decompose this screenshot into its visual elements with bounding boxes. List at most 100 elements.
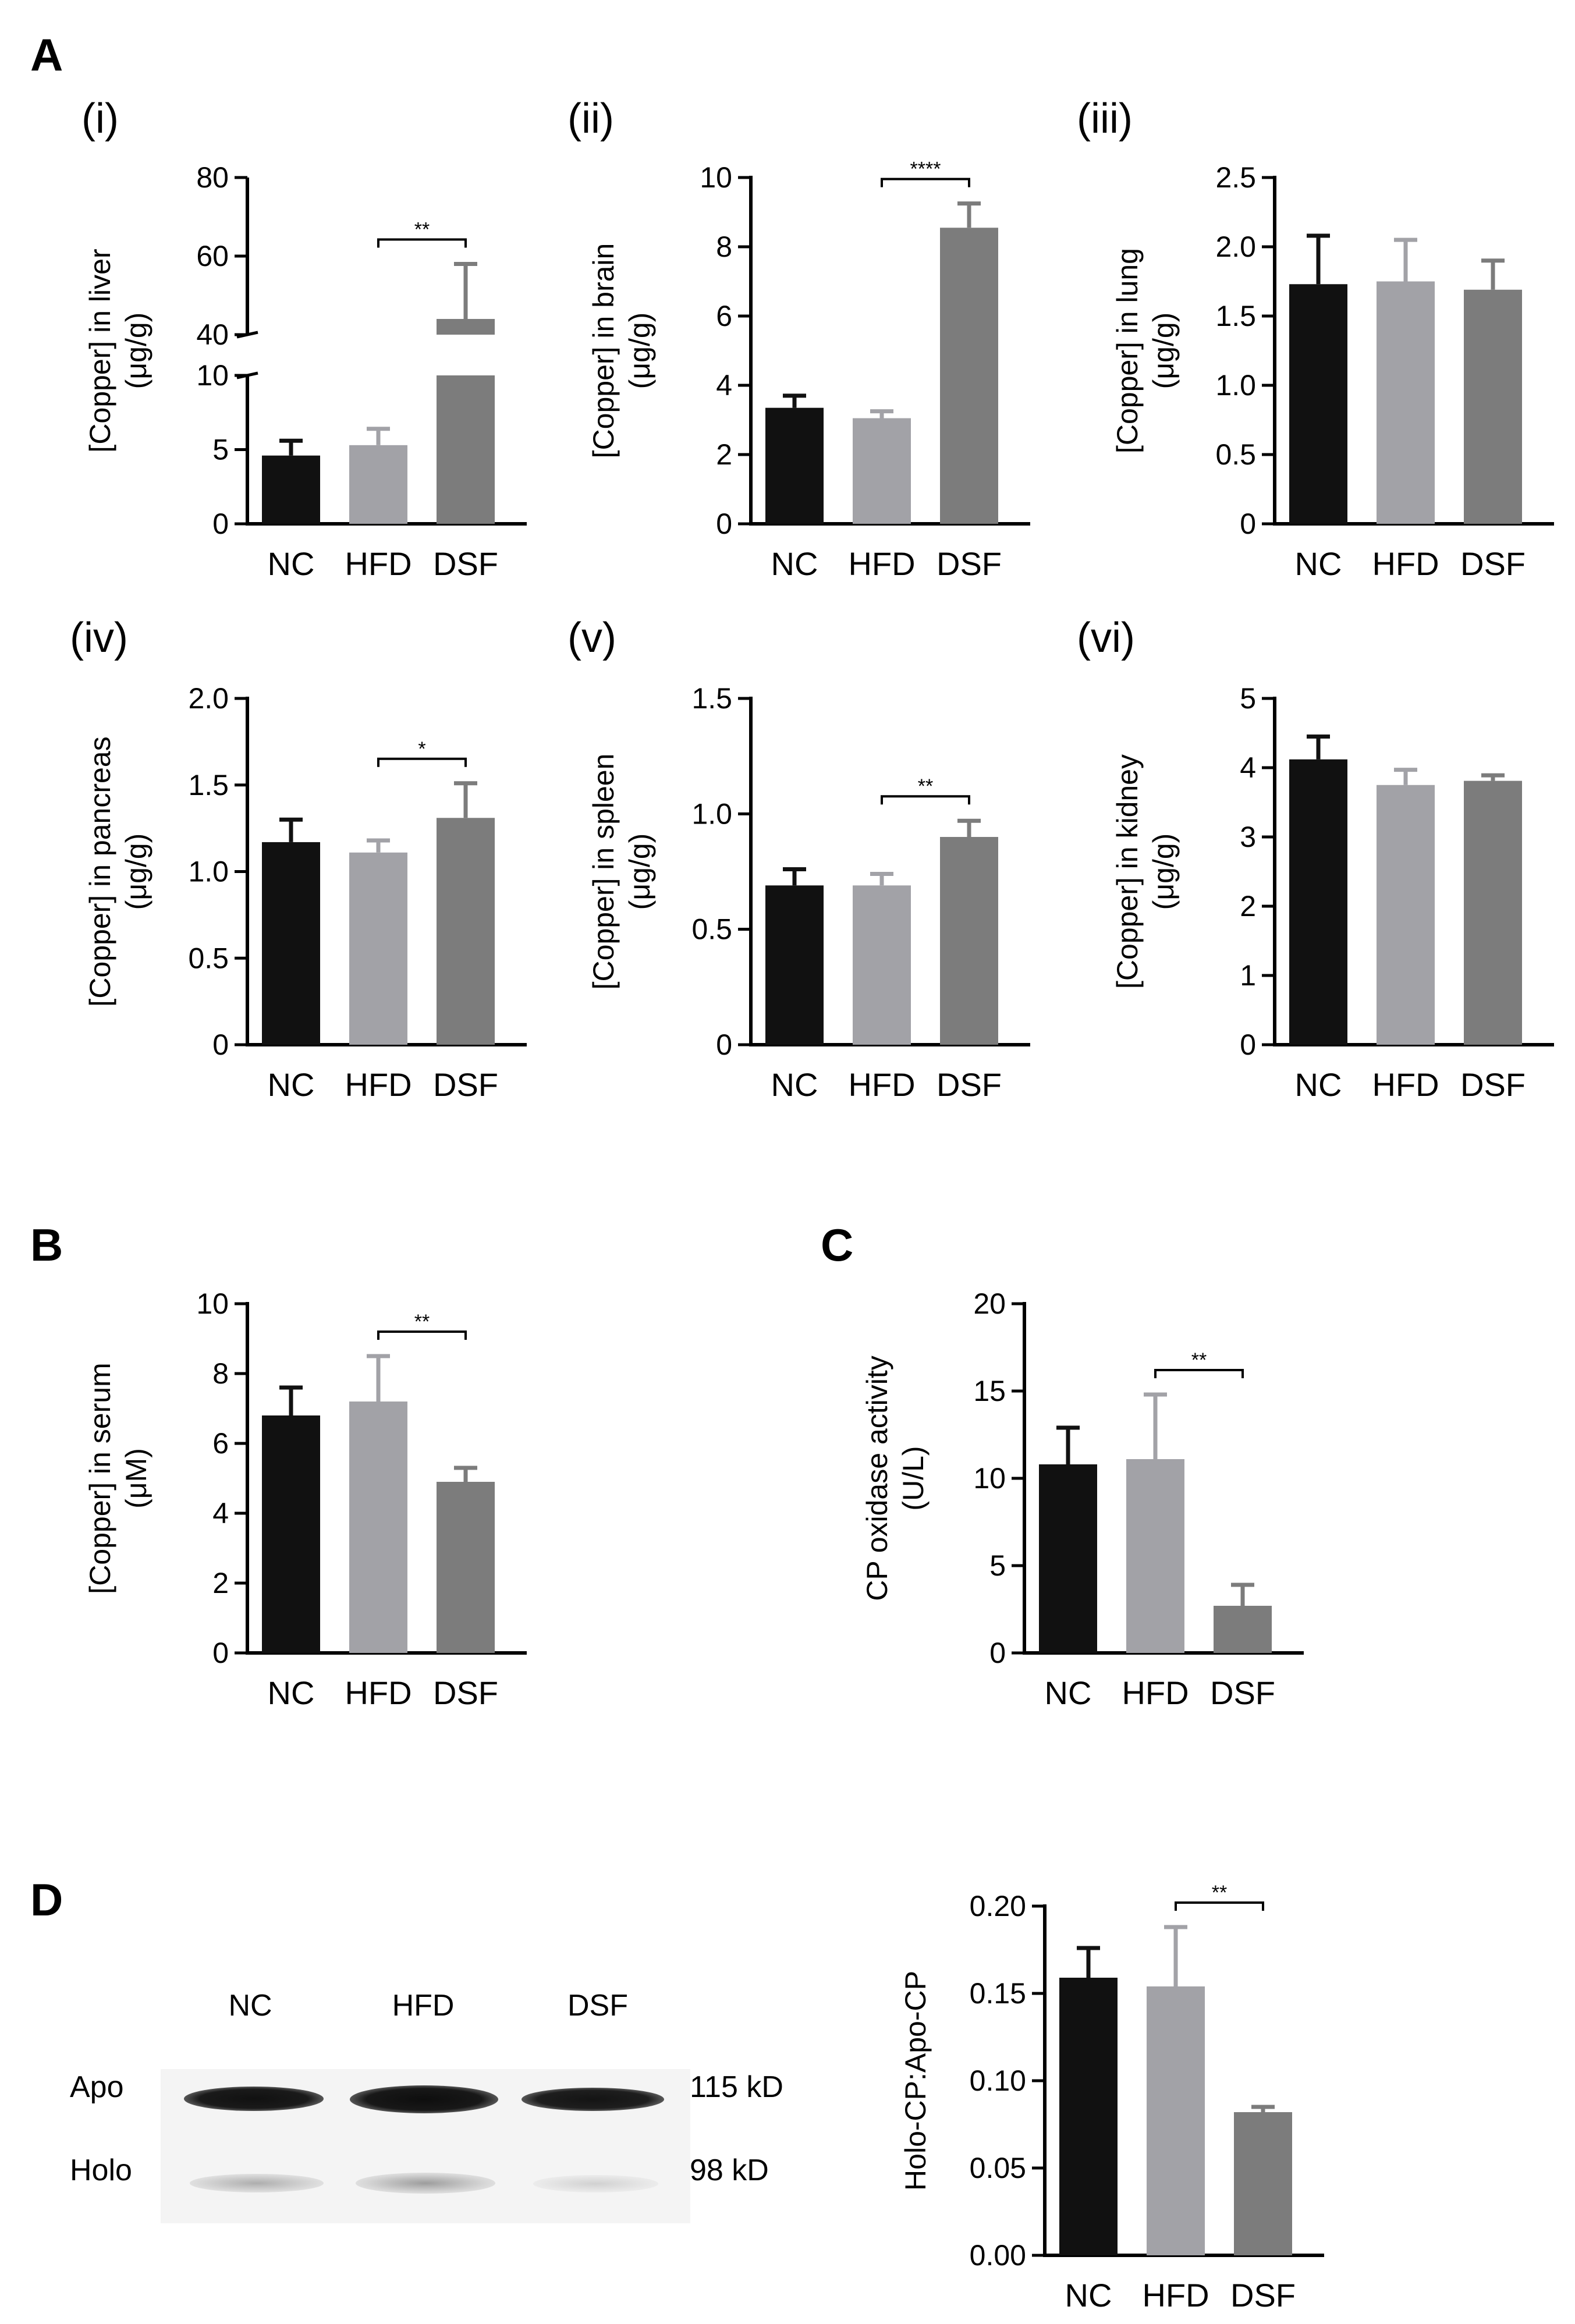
pancreas-ytick-label-3: 1.5 — [188, 769, 229, 801]
liver-ytick-label-3: 40 — [196, 318, 229, 351]
lung-xlabel-nc: NC — [1295, 545, 1342, 582]
brain-xlabel-nc: NC — [771, 545, 818, 582]
cp-oxidase-ylabel-line-0: CP oxidase activity — [861, 1356, 893, 1601]
liver-xlabel-hfd: HFD — [345, 545, 412, 582]
blot-row-label-apo: Apo — [70, 2070, 124, 2104]
subpanel-label-v: (v) — [567, 615, 616, 661]
kidney-ylabel-line-1: (μg/g) — [1147, 833, 1180, 910]
kidney-bar-hfd — [1377, 785, 1435, 1045]
cp-oxidase-xlabel-hfd: HFD — [1122, 1674, 1189, 1711]
holo-apo-significance-label: ** — [1212, 1882, 1227, 1904]
spleen-bar-hfd — [853, 885, 911, 1045]
spleen-ytick-label-0: 0 — [716, 1028, 732, 1061]
blot-band-apo-hfd — [350, 2085, 498, 2113]
serum-significance-bracket — [377, 1330, 467, 1340]
brain-ytick-label-1: 2 — [716, 438, 732, 471]
brain-xlabel-dsf: DSF — [937, 545, 1002, 582]
lung-ytick-label-2: 1.0 — [1215, 369, 1256, 402]
blot-lane-label-dsf: DSF — [567, 1989, 628, 2023]
holo-apo-ytick-label-3: 0.15 — [970, 1977, 1026, 2010]
serum-ytick-label-0: 0 — [212, 1637, 229, 1669]
holo-apo-bar-hfd — [1147, 1986, 1205, 2255]
kidney-ytick-label-1: 1 — [1240, 959, 1256, 992]
spleen-ylabel-line-0: [Copper] in spleen — [587, 754, 620, 990]
liver-xlabel-nc: NC — [268, 545, 315, 582]
liver-significance-label: ** — [414, 219, 430, 241]
spleen-significance-bracket — [881, 795, 970, 805]
pancreas-ylabel-line-1: (μg/g) — [120, 833, 152, 910]
brain-ytick-label-0: 0 — [716, 508, 732, 540]
subpanel-label-iii: (iii) — [1077, 95, 1133, 142]
holo-apo-bar-dsf — [1234, 2112, 1292, 2255]
pancreas-significance-bracket — [377, 757, 467, 767]
subpanel-label-vi: (vi) — [1077, 615, 1135, 661]
pancreas-significance-label: * — [418, 738, 425, 760]
lung-ylabel-line-0: [Copper] in lung — [1111, 248, 1144, 453]
subpanel-label-i: (i) — [81, 95, 119, 142]
pancreas-ytick-label-4: 2.0 — [188, 682, 229, 715]
liver-ytick-label-4: 60 — [196, 240, 229, 272]
brain-ytick-label-3: 6 — [716, 300, 732, 332]
liver-xlabel-dsf: DSF — [433, 545, 498, 582]
serum-xlabel-hfd: HFD — [345, 1674, 412, 1711]
blot-band-apo-nc — [184, 2087, 324, 2111]
pancreas-xlabel-hfd: HFD — [345, 1066, 412, 1103]
brain-bar-dsf — [940, 228, 998, 524]
panel-label-d: D — [30, 1874, 63, 1925]
kidney-xlabel-nc: NC — [1295, 1066, 1342, 1103]
spleen-xlabel-hfd: HFD — [848, 1066, 915, 1103]
serum-ytick-label-4: 8 — [212, 1357, 229, 1390]
pancreas-bar-dsf — [437, 818, 495, 1045]
holo-apo-xlabel-hfd: HFD — [1142, 2277, 1209, 2314]
serum-ylabel-line-1: (μM) — [120, 1448, 152, 1509]
blot-lane-label-nc: NC — [228, 1989, 272, 2023]
brain-bar-nc — [765, 407, 824, 524]
brain-significance-bracket — [881, 178, 970, 187]
cp-oxidase-ylabel-line-1: (U/L) — [897, 1446, 930, 1510]
kidney-ytick-label-3: 3 — [1240, 821, 1256, 853]
pancreas-ytick-label-2: 1.0 — [188, 856, 229, 888]
blot-row-label-holo: Holo — [70, 2153, 132, 2187]
pancreas-ytick-label-1: 0.5 — [188, 942, 229, 974]
cp-oxidase-ytick-label-3: 15 — [973, 1375, 1006, 1407]
panel-label-a: A — [30, 29, 63, 80]
liver-ytick-label-0: 0 — [212, 508, 229, 540]
holo-apo-ytick-label-0: 0.00 — [970, 2239, 1026, 2272]
brain-ytick-label-5: 10 — [700, 161, 732, 194]
spleen-ytick-label-2: 1.0 — [691, 797, 732, 830]
panel-label-c: C — [821, 1219, 854, 1271]
blot-band-holo-hfd — [356, 2173, 495, 2194]
brain-ytick-label-4: 8 — [716, 230, 732, 263]
spleen-ytick-label-3: 1.5 — [691, 682, 732, 715]
cp-oxidase-xlabel-nc: NC — [1045, 1674, 1092, 1711]
cp-oxidase-ytick-label-4: 20 — [973, 1287, 1006, 1320]
cp-oxidase-ytick-label-0: 0 — [989, 1637, 1006, 1669]
spleen-ylabel-line-1: (μg/g) — [623, 833, 656, 910]
lung-ytick-label-3: 1.5 — [1215, 300, 1256, 332]
serum-bar-dsf — [437, 1482, 495, 1653]
serum-ytick-label-2: 4 — [212, 1497, 229, 1530]
subpanel-label-ii: (ii) — [567, 95, 614, 142]
cp-oxidase-xlabel-dsf: DSF — [1210, 1674, 1275, 1711]
holo-apo-ytick-label-4: 0.20 — [970, 1890, 1026, 1922]
serum-bar-nc — [262, 1415, 320, 1653]
kidney-xlabel-dsf: DSF — [1460, 1066, 1526, 1103]
kidney-ylabel-line-0: [Copper] in kidney — [1111, 754, 1144, 989]
serum-ytick-label-3: 6 — [212, 1427, 229, 1460]
liver-ytick-label-1: 5 — [212, 434, 229, 466]
cp-oxidase-bar-dsf — [1214, 1606, 1272, 1653]
spleen-significance-label: ** — [918, 775, 933, 797]
lung-ytick-label-0: 0 — [1240, 508, 1256, 540]
spleen-xlabel-nc: NC — [771, 1066, 818, 1103]
serum-ytick-label-5: 10 — [196, 1287, 229, 1320]
panel-label-b: B — [30, 1219, 63, 1271]
cp-oxidase-ytick-label-2: 10 — [973, 1462, 1006, 1495]
kidney-ytick-label-0: 0 — [1240, 1028, 1256, 1061]
serum-ytick-label-1: 2 — [212, 1567, 229, 1599]
holo-apo-ytick-label-2: 0.10 — [970, 2064, 1026, 2097]
liver-ytick-label-2: 10 — [196, 359, 229, 392]
brain-ylabel-line-1: (μg/g) — [623, 313, 656, 389]
cp-oxidase-bar-hfd — [1126, 1459, 1184, 1653]
serum-xlabel-dsf: DSF — [433, 1674, 498, 1711]
